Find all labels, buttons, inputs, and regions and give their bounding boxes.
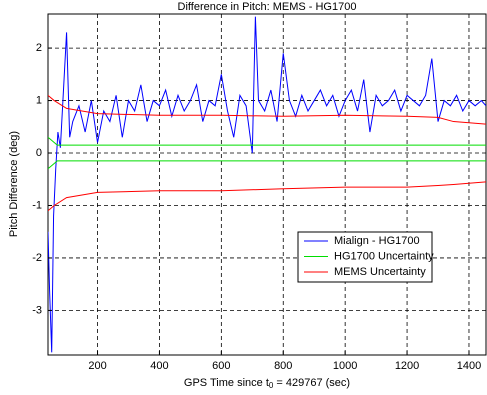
legend: Mialign - HG1700 HG1700 Uncertainty MEMS U… (297, 231, 434, 283)
legend-label: HG1700 Uncertainty (334, 250, 434, 262)
x-tick-label: 800 (274, 360, 292, 372)
series-line (48, 160, 486, 170)
y-axis-label: Pitch Difference (deg) (8, 131, 20, 237)
x-tick-label: 600 (212, 360, 230, 372)
series-line (48, 136, 486, 146)
x-label-part: = 429767 (sec) (273, 377, 350, 389)
series-line (48, 94, 486, 125)
chart-title: Difference in Pitch: MEMS - HG1700 (178, 1, 357, 13)
x-tick-label: 1200 (395, 360, 419, 372)
y-tick-label: 2 (36, 42, 42, 54)
y-tick-label: -1 (32, 199, 42, 211)
x-tick-label: 400 (150, 360, 168, 372)
plot-area (47, 13, 487, 356)
x-tick-label: 200 (88, 360, 106, 372)
y-tick-label: 1 (36, 94, 42, 106)
legend-label: MEMS Uncertainty (334, 266, 426, 278)
x-label-subscript: 0 (269, 381, 274, 390)
legend-label: Mialign - HG1700 (334, 235, 420, 247)
x-tick-label: 1000 (333, 360, 357, 372)
plot-layer (48, 14, 486, 355)
y-tick-label: 0 (36, 147, 42, 159)
x-axis-label: GPS Time since t0 = 429767 (sec) (184, 377, 350, 390)
x-tick-label: 1400 (457, 360, 481, 372)
x-label-part: GPS Time since t (184, 377, 269, 389)
y-tick-label: -2 (32, 252, 42, 264)
series-line (48, 181, 486, 212)
y-tick-label: -3 (32, 304, 42, 316)
series-line (48, 16, 486, 353)
